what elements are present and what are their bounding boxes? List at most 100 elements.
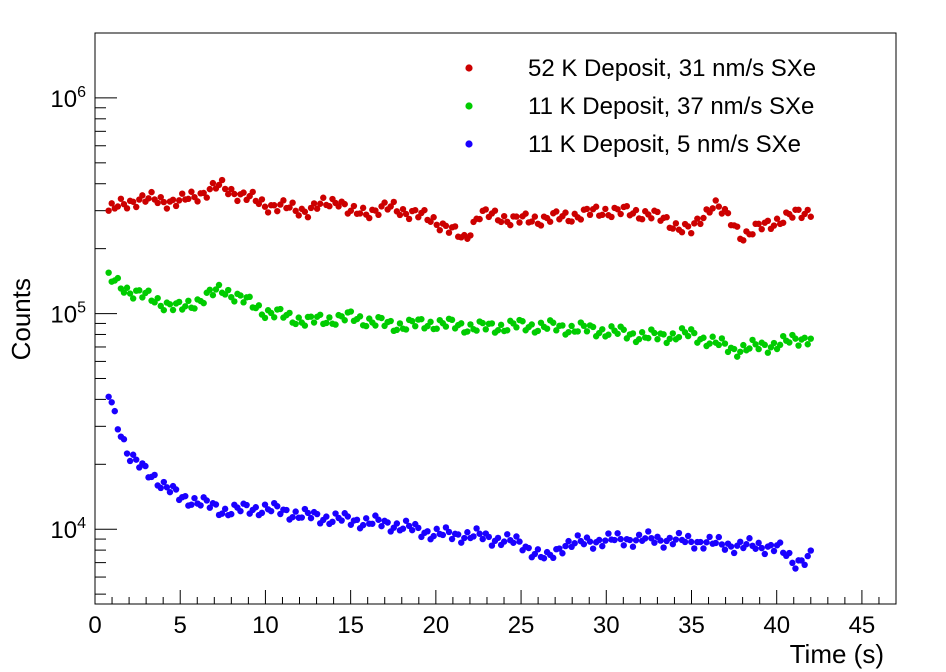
data-point [123,284,131,291]
data-point [550,319,557,326]
data-point [642,535,649,542]
legend: 52 K Deposit, 31 nm/s SXe 11 K Deposit, 3… [465,55,816,158]
data-point [605,331,612,338]
data-point [313,205,321,212]
data-point [326,203,333,210]
y-axis: 104 105 106 [50,32,117,595]
series-2 [105,269,814,360]
data-point [175,197,183,204]
data-point [559,322,566,329]
data-point [197,502,204,509]
data-point [261,203,269,210]
data-point [556,545,563,552]
data-point [218,510,226,517]
data-point [145,287,152,294]
data-point [654,208,661,216]
data-point [264,209,272,216]
data-point [467,321,474,328]
legend-marker [465,102,473,110]
data-point [510,539,517,546]
data-point [341,317,348,324]
data-point [108,399,115,406]
data-point [694,215,701,222]
data-point [353,516,361,524]
data-point [252,504,260,511]
data-point [645,334,652,342]
data-point [142,462,149,470]
data-point [497,321,505,329]
data-point [553,208,560,215]
data-point [752,341,759,348]
data-point [792,565,799,572]
data-point [445,229,453,236]
data-point [599,211,606,219]
data-point [540,555,548,562]
legend-entry: 52 K Deposit, 31 nm/s SXe [528,55,816,82]
data-point [384,519,391,526]
data-point [801,334,808,341]
legend-entry: 11 K Deposit, 5 nm/s SXe [528,131,801,158]
data-point [718,335,726,342]
data-point [638,216,646,223]
data-point [362,515,370,522]
data-point [430,214,437,221]
data-point [221,185,229,193]
data-point [583,205,591,213]
data-point [209,179,217,187]
data-point [764,217,772,225]
data-point [271,314,278,321]
data-point [605,530,612,537]
data-point [500,212,508,220]
data-point [111,407,118,415]
data-point [706,340,713,347]
data-point [160,198,168,206]
data-point [163,205,171,212]
data-point [623,202,631,210]
data-point [307,514,315,522]
data-point [393,326,401,334]
data-point [105,269,112,276]
data-point [310,200,318,207]
data-point [666,534,673,542]
data-point [430,532,437,540]
data-point [779,219,787,226]
data-point [286,309,293,317]
data-point [761,341,768,349]
data-point [804,341,811,348]
data-point [234,197,241,205]
data-point [442,524,450,531]
data-point [614,330,621,337]
data-point [543,325,551,332]
data-point [648,534,655,542]
data-point [764,349,772,356]
data-point [504,327,511,334]
data-point [412,206,419,214]
data-point [688,538,695,546]
y-tick-label: 105 [50,300,86,329]
data-point [206,504,214,511]
data-point [203,194,210,201]
data-point [461,534,468,542]
y-tick-label: 106 [50,84,86,113]
data-point [586,211,594,219]
data-point [225,286,232,294]
data-point [341,200,348,208]
data-point [114,426,122,433]
data-point [136,287,143,294]
data-point [154,199,161,207]
data-point [427,318,434,326]
data-point [393,520,401,527]
data-point [396,211,404,219]
data-point [795,206,802,213]
data-point [611,536,618,544]
data-point [188,188,195,195]
data-point [740,341,747,349]
data-point [356,313,364,320]
data-point [482,206,489,213]
data-point [286,204,293,211]
data-point [396,320,404,327]
data-point [375,516,382,523]
data-point [691,220,698,227]
data-point [513,324,520,331]
data-point [801,561,808,569]
